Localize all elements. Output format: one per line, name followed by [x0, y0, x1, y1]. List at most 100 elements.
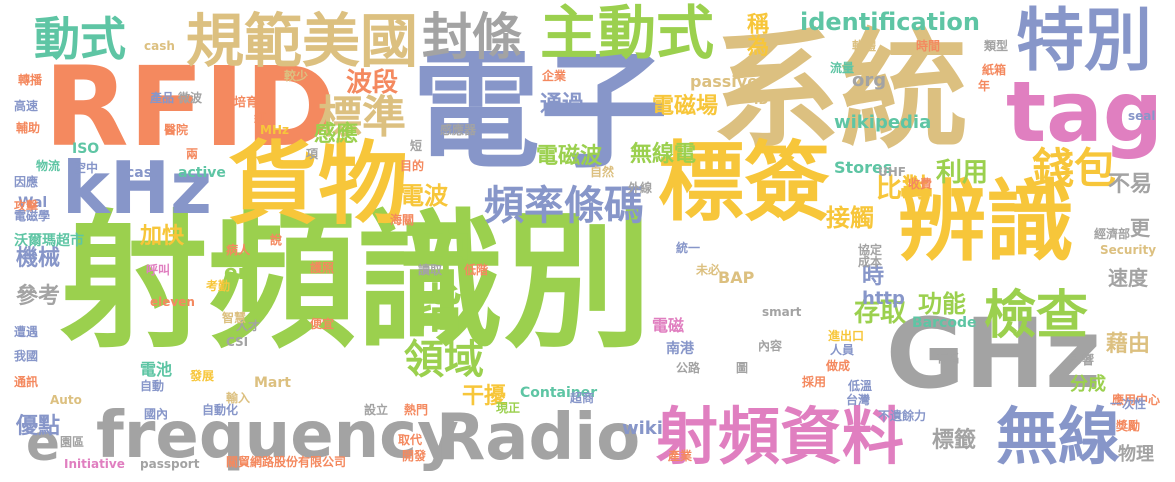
word: 優點: [16, 414, 61, 439]
word: 通訊: [14, 375, 39, 389]
word: 特別: [1016, 2, 1153, 81]
word: 醫院: [164, 123, 189, 137]
word: 現正: [496, 401, 521, 415]
word: 動式: [34, 12, 126, 66]
word: 關貿網路股份有限公司: [226, 455, 347, 469]
word: seal: [1128, 109, 1156, 123]
word: 設立: [364, 403, 389, 417]
word: 貨物: [228, 132, 408, 237]
word: 無線: [996, 400, 1121, 473]
word: ID: [754, 93, 769, 107]
word: 自動: [140, 379, 165, 393]
word: 國內: [144, 407, 169, 421]
word: org: [852, 70, 887, 91]
word: eleven: [150, 295, 195, 309]
word: 未必: [696, 263, 721, 277]
word: Mart: [254, 375, 291, 391]
word: 不易: [1108, 172, 1153, 197]
word: Security: [1100, 243, 1157, 257]
word: 標準: [318, 92, 406, 143]
word: 空中: [74, 161, 99, 175]
word: 低階: [464, 263, 489, 277]
word: 無線電: [630, 142, 697, 167]
word: 熱門: [404, 403, 429, 417]
word: 分成: [1070, 374, 1106, 395]
word: 便宜: [310, 317, 335, 331]
word: 類型: [984, 39, 1009, 53]
word: 採用: [802, 375, 827, 389]
word: 時間: [916, 39, 941, 53]
word: 獎勵: [1116, 419, 1141, 433]
word: ISO: [72, 141, 100, 157]
word: active: [178, 165, 226, 181]
word: 培育: [234, 95, 259, 109]
word: CSI: [226, 335, 249, 349]
word: frequency: [96, 399, 459, 473]
word: 轉播: [18, 73, 43, 87]
word: 流量: [830, 61, 855, 75]
word: 機械: [16, 246, 61, 271]
word: 產業: [668, 449, 693, 463]
word: identification: [800, 8, 980, 36]
word: 通過: [540, 92, 585, 117]
word: smart: [762, 305, 802, 319]
word: 病人: [226, 243, 251, 257]
word: 不遺餘力: [878, 409, 927, 423]
word: 園區: [60, 435, 85, 449]
word: 讀取: [418, 263, 443, 277]
word: 封條: [422, 8, 522, 66]
word: 一次性: [1110, 397, 1147, 411]
word: 企業: [542, 69, 567, 83]
word: 射頻資料: [656, 400, 905, 473]
word: 速度: [1108, 266, 1148, 290]
word: Radio: [436, 401, 641, 475]
word: passive: [690, 72, 759, 91]
word: 軟體: [852, 39, 877, 53]
word: 因應: [14, 175, 39, 189]
word: 應用中心: [1112, 393, 1161, 407]
word: 電波: [400, 182, 448, 210]
word: 內容: [758, 339, 783, 353]
word: RFID: [44, 43, 337, 171]
word: Stores: [834, 158, 893, 177]
word: 物理: [1118, 444, 1154, 465]
word: 影響: [1070, 353, 1095, 367]
word: 利用: [936, 158, 989, 188]
word: 電池: [140, 360, 173, 379]
word: 加快: [140, 224, 185, 249]
word: 自然: [590, 165, 615, 179]
word: 藉由: [1106, 332, 1151, 357]
word: Barcode: [912, 315, 977, 331]
word: Auto: [50, 393, 82, 407]
word: 輔助: [16, 121, 41, 135]
word: Initiative: [64, 457, 125, 471]
word: 統一: [676, 241, 701, 255]
word: 較少: [284, 69, 309, 83]
word: 電磁場: [652, 94, 719, 119]
word: 沃爾瑪超市: [14, 233, 84, 249]
word: 規範美國: [186, 7, 419, 75]
word: 年: [978, 79, 991, 93]
word: MHz: [260, 123, 289, 137]
word: 人才: [236, 319, 261, 333]
word: 目的: [400, 159, 425, 173]
word: 電磁學: [14, 209, 51, 223]
word: 成本: [858, 255, 883, 269]
word: 攻擊: [14, 199, 39, 213]
word: 進出口: [828, 329, 865, 343]
word: 電子: [412, 37, 669, 186]
word: 說: [270, 233, 283, 247]
word: GHz: [886, 298, 1102, 410]
word: 指: [410, 280, 463, 340]
word: 海關: [390, 213, 415, 227]
word: 考勤: [206, 279, 231, 293]
word: 更: [1130, 216, 1150, 240]
word: UHF: [878, 165, 906, 179]
word: 台灣: [846, 393, 871, 407]
word: Container: [520, 385, 598, 401]
word: 感應: [314, 122, 359, 147]
word: 紙箱: [982, 63, 1007, 77]
word: 輸入: [226, 391, 251, 405]
word: e: [26, 414, 60, 472]
